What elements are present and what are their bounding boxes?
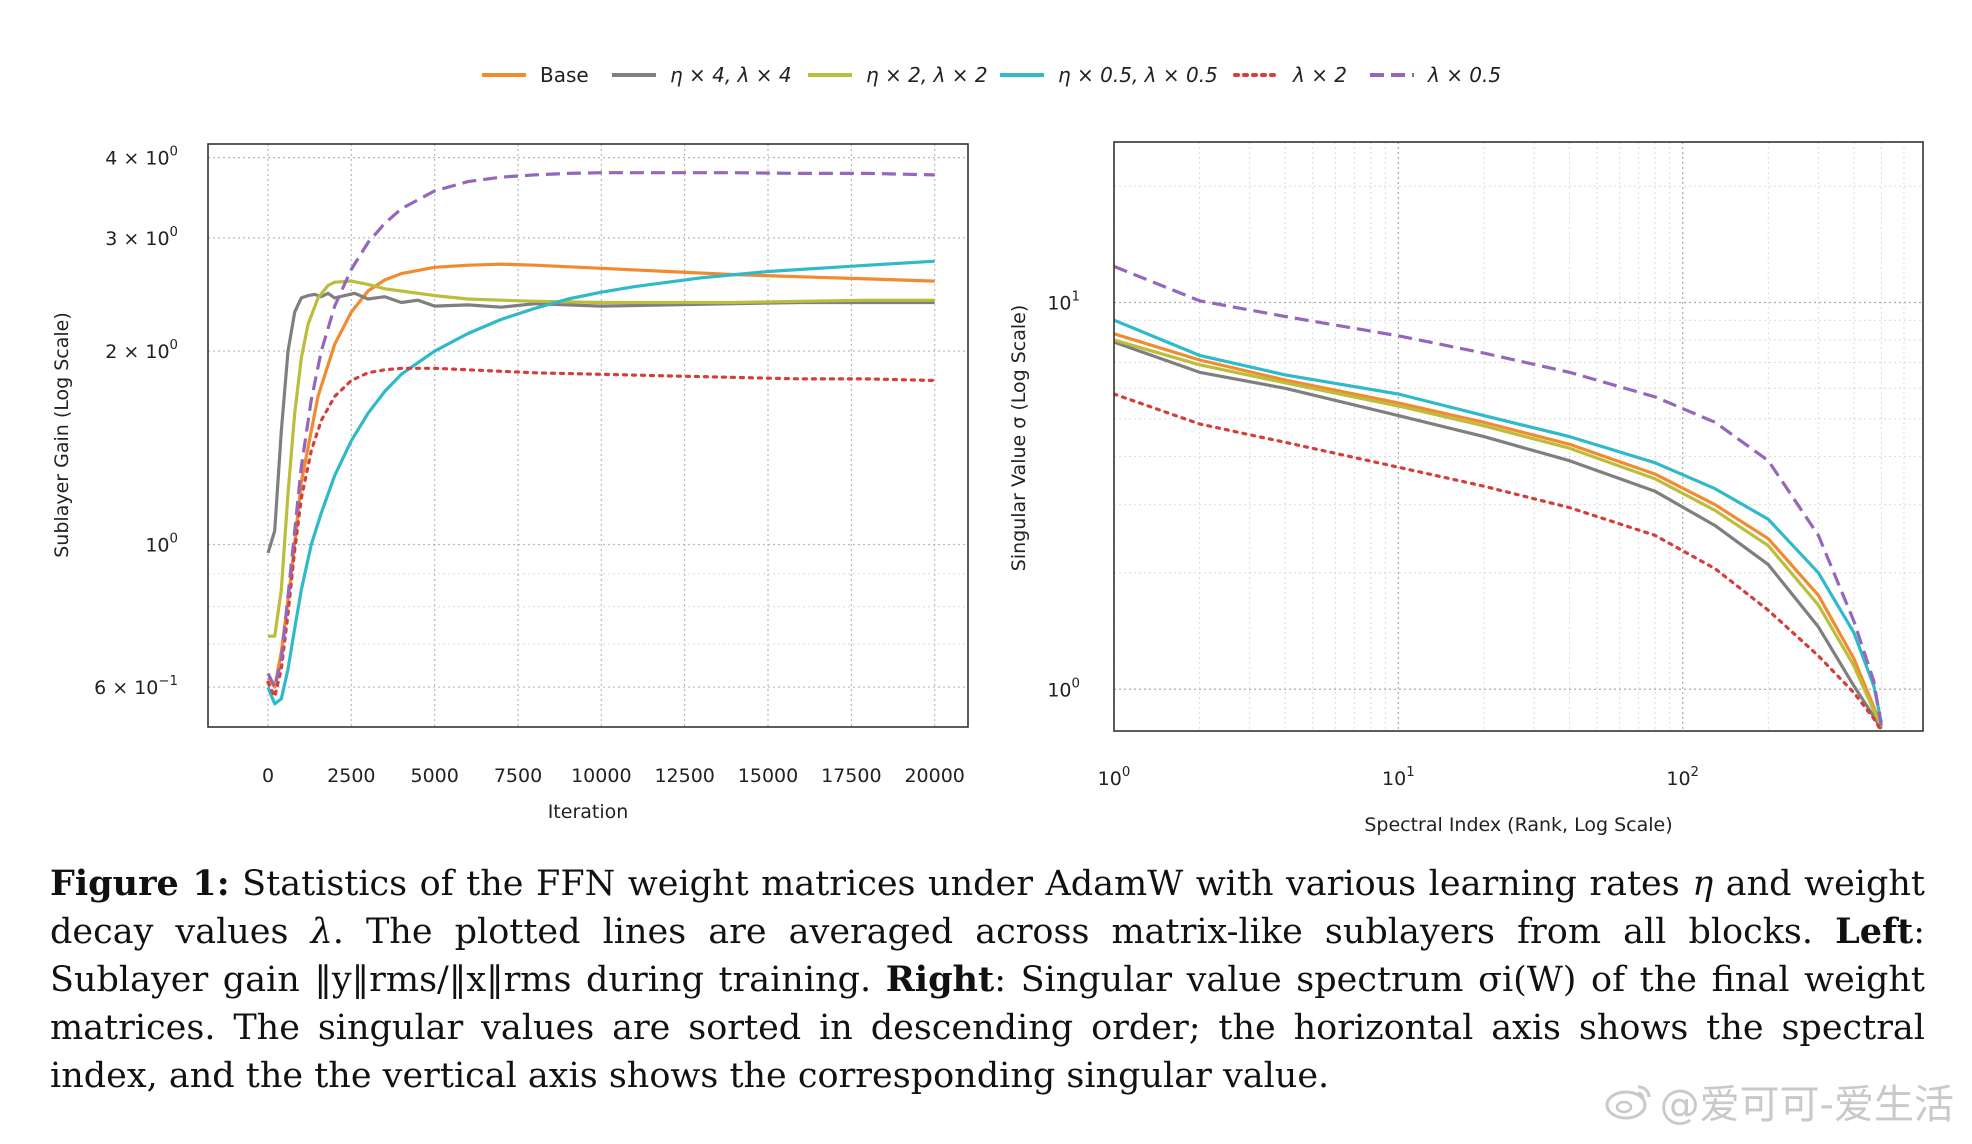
caption-lambda: λ bbox=[310, 912, 333, 952]
right-series-lam05 bbox=[1114, 264, 1883, 727]
left-xlabel: Iteration bbox=[548, 801, 629, 823]
legend-label-lam2: λ × 2 bbox=[1292, 63, 1347, 87]
caption-right-label: Right bbox=[885, 959, 995, 1000]
caption-text-5: : Singular value spectrum σi(W) of the f… bbox=[50, 960, 1925, 1096]
left-ylabel: Sublayer Gain (Log Scale) bbox=[51, 312, 73, 558]
right-series-eta05 bbox=[1114, 318, 1883, 723]
caption-eta: η bbox=[1692, 864, 1714, 904]
left-xtick-label: 12500 bbox=[654, 765, 714, 787]
right-ytick-label: 100 bbox=[1047, 676, 1080, 701]
caption-label: Figure 1: bbox=[50, 863, 230, 904]
left-ytick-label: 4 × 100 bbox=[105, 145, 178, 170]
right-xtick-label: 102 bbox=[1666, 765, 1699, 790]
caption-text-4: : Sublayer gain ‖y‖rms/‖x‖rms during tra… bbox=[50, 912, 1925, 1000]
legend: Base η × 4, λ × 4 η × 2, λ × 2 η × 0.5, λ ×… bbox=[482, 63, 1501, 87]
left-series-lam2 bbox=[266, 366, 937, 699]
right-plot-frame bbox=[1113, 141, 1924, 732]
left-chart: 0 2500 5000 7500 10000 12500 15000 17500 20000 4 … bbox=[51, 143, 969, 823]
right-chart: 100 101 102 101 100 Spectral Index (Rank, Log… bbox=[1008, 141, 1924, 836]
left-xtick-label: 0 bbox=[262, 765, 274, 787]
left-series-eta2 bbox=[268, 279, 935, 638]
right-series-eta2 bbox=[1114, 338, 1883, 728]
left-ytick-label: 6 × 10−1 bbox=[94, 674, 178, 699]
left-xtick-label: 2500 bbox=[327, 765, 375, 787]
legend-label-base: Base bbox=[540, 63, 589, 87]
left-xtick-label: 20000 bbox=[904, 765, 964, 787]
left-xtick-label: 15000 bbox=[738, 765, 798, 787]
left-plot-frame bbox=[207, 143, 969, 728]
left-ytick-label: 3 × 100 bbox=[105, 225, 178, 250]
right-ytick-label: 101 bbox=[1047, 289, 1080, 314]
caption-text-3: . The plotted lines are averaged across … bbox=[332, 912, 1836, 952]
left-xtick-label: 17500 bbox=[821, 765, 881, 787]
right-ylabel: Singular Value σ (Log Scale) bbox=[1008, 305, 1030, 571]
weibo-icon bbox=[1605, 1085, 1651, 1120]
figure-canvas: Base η × 4, λ × 4 η × 2, λ × 2 η × 0.5, λ ×… bbox=[51, 63, 1924, 836]
right-series-base bbox=[1114, 332, 1883, 728]
right-series-eta4 bbox=[1114, 340, 1883, 730]
left-xtick-label: 7500 bbox=[494, 765, 542, 787]
left-ytick-label: 2 × 100 bbox=[105, 338, 178, 363]
left-series-lam05 bbox=[266, 171, 935, 689]
legend-label-eta2: η × 2, λ × 2 bbox=[866, 63, 988, 87]
left-xtick-label: 10000 bbox=[571, 765, 631, 787]
right-series-lam2 bbox=[1114, 392, 1884, 731]
watermark-text: @爱可可-爱生活 bbox=[1659, 1082, 1954, 1128]
right-xtick-label: 101 bbox=[1382, 765, 1415, 790]
left-series-eta05 bbox=[266, 259, 935, 706]
caption-text-2: and weight decay values bbox=[50, 864, 1925, 952]
figure-caption: Figure 1: Statistics of the FFN weight m… bbox=[50, 860, 1925, 1100]
right-xlabel: Spectral Index (Rank, Log Scale) bbox=[1364, 814, 1672, 836]
watermark: @爱可可-爱生活 bbox=[1604, 1072, 1954, 1130]
right-xtick-label: 100 bbox=[1098, 765, 1131, 790]
right-series-group bbox=[1114, 264, 1884, 731]
legend-label-eta4: η × 4, λ × 4 bbox=[670, 63, 792, 87]
caption-left-label: Left bbox=[1835, 911, 1914, 952]
legend-label-lam05: λ × 0.5 bbox=[1427, 63, 1501, 87]
legend-label-eta05: η × 0.5, λ × 0.5 bbox=[1058, 63, 1218, 87]
left-series-eta4 bbox=[266, 291, 935, 554]
left-ytick-label: 100 bbox=[145, 532, 178, 557]
left-xtick-label: 5000 bbox=[410, 765, 458, 787]
caption-text-1: Statistics of the FFN weight matrices un… bbox=[229, 864, 1693, 904]
